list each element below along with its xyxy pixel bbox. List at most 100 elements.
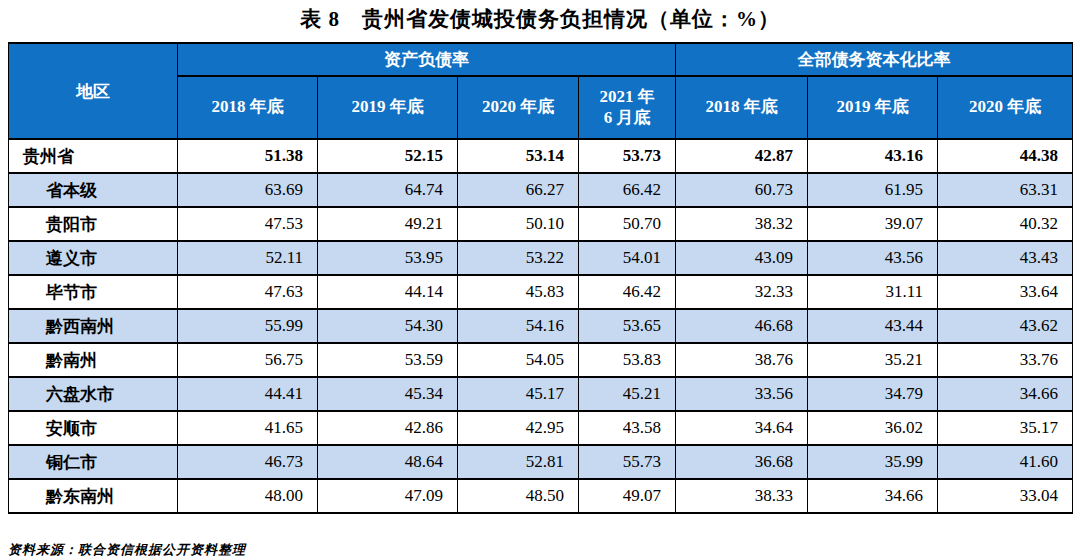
subheader-dc-2019: 2019 年底 xyxy=(808,76,938,139)
table-row: 省本级 63.69 64.74 66.27 66.42 60.73 61.95 … xyxy=(9,173,1073,207)
value-cell: 34.66 xyxy=(808,479,938,513)
value-cell: 64.74 xyxy=(318,173,458,207)
value-cell: 53.95 xyxy=(318,241,458,275)
value-cell: 50.70 xyxy=(579,207,676,241)
value-cell: 36.02 xyxy=(808,411,938,445)
subheader-al-2020: 2020 年底 xyxy=(458,76,579,139)
value-cell: 51.38 xyxy=(178,139,318,173)
value-cell: 33.76 xyxy=(938,343,1073,377)
value-cell: 45.34 xyxy=(318,377,458,411)
value-cell: 35.17 xyxy=(938,411,1073,445)
value-cell: 47.53 xyxy=(178,207,318,241)
value-cell: 47.09 xyxy=(318,479,458,513)
value-cell: 41.65 xyxy=(178,411,318,445)
value-cell: 49.21 xyxy=(318,207,458,241)
value-cell: 53.65 xyxy=(579,309,676,343)
value-cell: 40.32 xyxy=(938,207,1073,241)
value-cell: 45.17 xyxy=(458,377,579,411)
value-cell: 60.73 xyxy=(676,173,808,207)
value-cell: 43.16 xyxy=(808,139,938,173)
value-cell: 63.69 xyxy=(178,173,318,207)
table-row: 毕节市 47.63 44.14 45.83 46.42 32.33 31.11 … xyxy=(9,275,1073,309)
value-cell: 38.32 xyxy=(676,207,808,241)
value-cell: 63.31 xyxy=(938,173,1073,207)
value-cell: 41.60 xyxy=(938,445,1073,479)
value-cell: 39.07 xyxy=(808,207,938,241)
value-cell: 61.95 xyxy=(808,173,938,207)
value-cell: 54.16 xyxy=(458,309,579,343)
value-cell: 43.56 xyxy=(808,241,938,275)
header-region: 地区 xyxy=(9,43,178,139)
value-cell: 53.22 xyxy=(458,241,579,275)
value-cell: 44.41 xyxy=(178,377,318,411)
source-note: 资料来源：联合资信根据公开资料整理 xyxy=(8,541,246,559)
subheader-al-2021h1: 2021 年 6 月底 xyxy=(579,76,676,139)
value-cell: 43.09 xyxy=(676,241,808,275)
value-cell: 54.30 xyxy=(318,309,458,343)
table-row: 六盘水市 44.41 45.34 45.17 45.21 33.56 34.79… xyxy=(9,377,1073,411)
value-cell: 46.42 xyxy=(579,275,676,309)
table-row: 铜仁市 46.73 48.64 52.81 55.73 36.68 35.99 … xyxy=(9,445,1073,479)
value-cell: 54.05 xyxy=(458,343,579,377)
value-cell: 56.75 xyxy=(178,343,318,377)
value-cell: 53.73 xyxy=(579,139,676,173)
value-cell: 55.73 xyxy=(579,445,676,479)
value-cell: 34.79 xyxy=(808,377,938,411)
value-cell: 48.50 xyxy=(458,479,579,513)
subheader-dc-2020: 2020 年底 xyxy=(938,76,1073,139)
report-page: 表 8 贵州省发债城投债务负担情况（单位：%） 地区 资产负债率 全部债务资本化… xyxy=(0,0,1080,559)
value-cell: 50.10 xyxy=(458,207,579,241)
table-row: 黔西南州 55.99 54.30 54.16 53.65 46.68 43.44… xyxy=(9,309,1073,343)
value-cell: 42.87 xyxy=(676,139,808,173)
value-cell: 49.07 xyxy=(579,479,676,513)
value-cell: 53.14 xyxy=(458,139,579,173)
value-cell: 53.59 xyxy=(318,343,458,377)
region-cell: 安顺市 xyxy=(9,411,178,445)
value-cell: 38.76 xyxy=(676,343,808,377)
region-cell: 铜仁市 xyxy=(9,445,178,479)
region-cell: 遵义市 xyxy=(9,241,178,275)
value-cell: 52.11 xyxy=(178,241,318,275)
value-cell: 52.81 xyxy=(458,445,579,479)
value-cell: 34.64 xyxy=(676,411,808,445)
value-cell: 33.64 xyxy=(938,275,1073,309)
value-cell: 53.83 xyxy=(579,343,676,377)
value-cell: 43.58 xyxy=(579,411,676,445)
value-cell: 33.56 xyxy=(676,377,808,411)
header-group-debt-capitalization-ratio: 全部债务资本化比率 xyxy=(676,43,1073,76)
value-cell: 34.66 xyxy=(938,377,1073,411)
value-cell: 36.68 xyxy=(676,445,808,479)
table-row: 安顺市 41.65 42.86 42.95 43.58 34.64 36.02 … xyxy=(9,411,1073,445)
table-row: 黔南州 56.75 53.59 54.05 53.83 38.76 35.21 … xyxy=(9,343,1073,377)
region-cell: 六盘水市 xyxy=(9,377,178,411)
value-cell: 43.44 xyxy=(808,309,938,343)
value-cell: 45.21 xyxy=(579,377,676,411)
value-cell: 35.99 xyxy=(808,445,938,479)
value-cell: 46.73 xyxy=(178,445,318,479)
value-cell: 42.95 xyxy=(458,411,579,445)
value-cell: 66.42 xyxy=(579,173,676,207)
subheader-al-2018: 2018 年底 xyxy=(178,76,318,139)
value-cell: 44.14 xyxy=(318,275,458,309)
subheader-dc-2018: 2018 年底 xyxy=(676,76,808,139)
region-cell: 黔南州 xyxy=(9,343,178,377)
header-group-row: 地区 资产负债率 全部债务资本化比率 xyxy=(9,43,1073,76)
region-cell: 黔西南州 xyxy=(9,309,178,343)
value-cell: 32.33 xyxy=(676,275,808,309)
region-cell: 省本级 xyxy=(9,173,178,207)
page-title: 表 8 贵州省发债城投债务负担情况（单位：%） xyxy=(0,5,1080,33)
region-cell: 贵阳市 xyxy=(9,207,178,241)
value-cell: 52.15 xyxy=(318,139,458,173)
value-cell: 48.00 xyxy=(178,479,318,513)
value-cell: 43.43 xyxy=(938,241,1073,275)
value-cell: 42.86 xyxy=(318,411,458,445)
value-cell: 54.01 xyxy=(579,241,676,275)
table-row: 遵义市 52.11 53.95 53.22 54.01 43.09 43.56 … xyxy=(9,241,1073,275)
region-cell: 贵州省 xyxy=(9,139,178,173)
subheader-al-2019: 2019 年底 xyxy=(318,76,458,139)
value-cell: 35.21 xyxy=(808,343,938,377)
table-row: 贵州省 51.38 52.15 53.14 53.73 42.87 43.16 … xyxy=(9,139,1073,173)
header-group-asset-liability-ratio: 资产负债率 xyxy=(178,43,676,76)
value-cell: 38.33 xyxy=(676,479,808,513)
table-header: 地区 资产负债率 全部债务资本化比率 2018 年底 2019 年底 2020 … xyxy=(9,43,1073,139)
